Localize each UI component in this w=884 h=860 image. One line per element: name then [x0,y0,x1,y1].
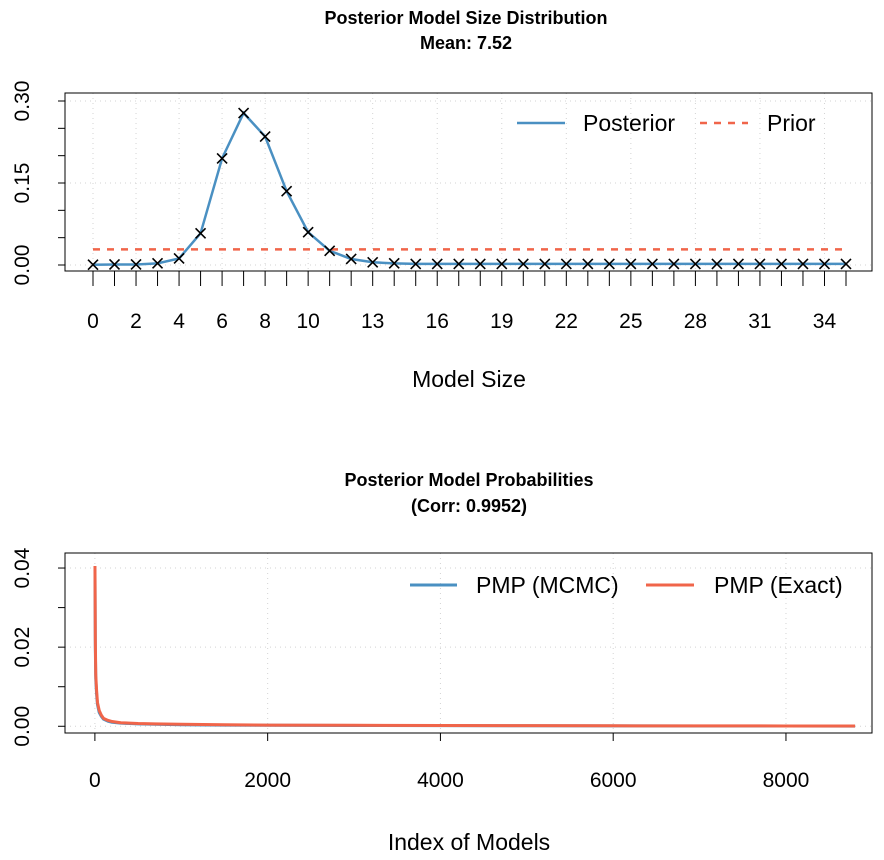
chart1-plot-frame [64,92,873,272]
chart1-x-tick-label: 13 [361,310,384,333]
legend-prior-label: Prior [767,110,816,136]
chart2-y-tick-label: 0.02 [11,627,34,668]
chart1-x-tick-label: 28 [684,310,707,333]
chart2-x-tick-label: 2000 [244,769,291,792]
chart2-series-line-1 [93,566,856,728]
chart1-y-axis: 0.00 0.15 0.30 [11,81,65,286]
chart1-point-marker [151,257,164,269]
chart1-point-marker [668,258,680,270]
chart2-x-tick-label: 0 [89,769,101,792]
chart1-point-marker [625,258,637,270]
chart1-x-tick-label: 19 [490,310,513,333]
chart1-point-marker [582,258,594,270]
chart1-point-marker [517,258,529,270]
chart1-point-marker [560,258,572,270]
chart2-title: Posterior Model Probabilities [344,470,593,490]
chart1-x-axis: 0 2 4 6 8 10 13 16 19 22 25 28 31 34 [87,271,847,333]
model-probabilities-chart: Posterior Model Probabilities (Corr: 0.9… [11,470,873,855]
chart1-point-marker [130,258,142,271]
chart1-x-tick-label: 10 [296,310,319,333]
chart1-point-marker [108,258,121,271]
chart1-point-marker [603,258,615,270]
chart1-subtitle: Mean: 7.52 [420,33,512,53]
chart1-point-marker [410,258,422,270]
chart1-x-tick-label: 25 [619,310,642,333]
chart1-point-marker [474,258,486,270]
chart1-x-tick-label: 16 [426,310,449,333]
chart1-point-marker [797,258,809,270]
chart2-series [93,566,856,728]
chart1-point-marker [539,258,551,270]
chart2-x-tick-label: 8000 [763,769,810,792]
chart1-point-marker [345,253,357,265]
chart1-point-marker [87,259,99,271]
chart2-x-axis-label: Index of Models [388,829,550,855]
chart1-point-marker [302,226,314,238]
chart1-point-marker [281,185,293,197]
chart1-series-line-0 [92,110,846,266]
chart2-x-tick-label: 6000 [590,769,637,792]
chart1-x-tick-label: 0 [87,310,99,333]
chart1-point-marker [324,245,336,257]
chart2-x-tick-label: 4000 [417,769,464,792]
chart1-point-marker [840,258,852,270]
chart1-grid [65,93,872,271]
model-size-chart: Posterior Model Size Distribution Mean: … [11,8,873,392]
chart1-x-tick-label: 31 [748,310,771,333]
chart1-y-tick-label: 0.00 [11,245,34,286]
chart1-x-tick-label: 6 [216,310,228,333]
chart1-point-marker [431,258,443,270]
chart1-point-marker [238,107,250,119]
chart1-x-tick-label: 2 [130,310,142,333]
chart1-x-tick-label: 22 [555,310,578,333]
chart1-point-marker [646,258,658,270]
chart1-point-marker [259,130,271,143]
chart1-point-marker [195,227,207,239]
chart1-point-marker [732,258,744,270]
chart2-y-axis: 0.00 0.02 0.04 [11,547,65,747]
chart2-legend: PMP (MCMC) PMP (Exact) [410,572,843,598]
chart2-plot-frame [64,552,873,734]
chart2-y-tick-label: 0.04 [11,547,34,588]
chart1-point-marker [388,257,400,269]
chart2-y-tick-label: 0.00 [11,706,34,747]
chart1-point-marker [496,258,508,270]
chart1-point-marker [453,258,465,270]
chart1-x-tick-label: 4 [173,310,185,333]
legend-posterior-label: Posterior [583,110,675,136]
chart2-x-axis: 0 2000 4000 6000 8000 [89,733,809,792]
legend-pmp-exact-label: PMP (Exact) [714,572,843,598]
chart1-legend: Posterior Prior [517,110,816,136]
chart1-point-marker [173,252,185,265]
chart1-point-marker [754,258,766,270]
chart1-title: Posterior Model Size Distribution [324,8,607,28]
chart1-x-tick-label: 34 [813,310,837,333]
chart1-markers [87,107,852,271]
chart2-subtitle: (Corr: 0.9952) [411,496,527,516]
legend-pmp-mcmc-label: PMP (MCMC) [476,572,619,598]
chart1-x-tick-label: 8 [259,310,271,333]
chart1-point-marker [818,258,831,270]
chart1-x-axis-label: Model Size [412,366,526,392]
chart1-y-tick-label: 0.30 [11,81,34,122]
chart1-point-marker [367,256,379,268]
chart1-point-marker [775,258,788,270]
chart1-y-tick-label: 0.15 [11,163,34,204]
chart1-point-marker [711,258,723,270]
chart1-point-marker [689,258,701,270]
chart1-series [92,110,846,266]
chart1-point-marker [216,152,228,164]
